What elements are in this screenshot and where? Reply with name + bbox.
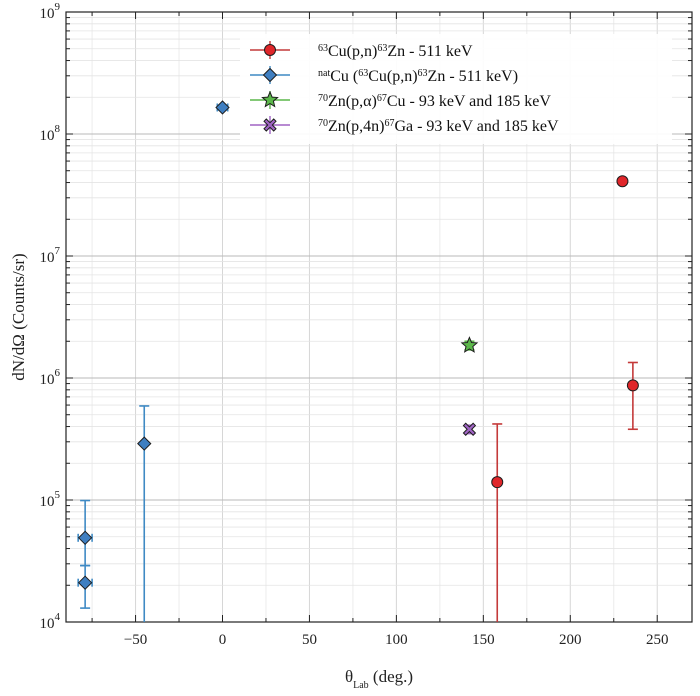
x-tick-label: −50 (124, 632, 147, 648)
legend-entry: natCu (63Cu(p,n)63Zn - 511 keV) (250, 66, 518, 85)
y-axis-title: dN/dΩ (Counts/sr) (9, 253, 28, 380)
data-point (616, 175, 629, 188)
x-tick-label: 150 (472, 632, 495, 648)
y-tick-label: 107 (40, 245, 61, 266)
marker-circle (616, 175, 629, 188)
legend-label: natCu (63Cu(p,n)63Zn - 511 keV) (318, 68, 518, 86)
legend-entry: 70Zn(p,α)67Cu - 93 keV and 185 keV (250, 90, 551, 111)
data-point (626, 361, 639, 431)
plot-frame (65, 11, 693, 623)
axis-ticks: −50 0 50 100 150 200 250 104 105 106 107 108 109 (40, 1, 692, 648)
x-axis-title-symbol: θ (345, 667, 353, 686)
x-axis-title: θLab (deg.) (345, 667, 413, 691)
data-point (77, 499, 93, 567)
x-axis-title-subscript: Lab (353, 680, 369, 691)
legend-marker-x (263, 118, 277, 132)
legend-marker-circle (264, 44, 276, 56)
y-tick-label: 106 (40, 367, 61, 388)
x-tick-label: 0 (219, 632, 227, 648)
legend-marker-diamond (262, 67, 278, 83)
marker-diamond (77, 530, 93, 546)
x-tick-label: 200 (559, 632, 582, 648)
data-point (215, 100, 230, 115)
y-tick-label: 108 (40, 123, 61, 144)
marker-diamond (215, 100, 230, 115)
y-tick-label: 109 (40, 1, 61, 22)
legend-label: 70Zn(p,α)67Cu - 93 keV and 185 keV (318, 93, 551, 111)
data-point (77, 564, 93, 609)
marker-circle (626, 379, 639, 392)
marker-circle (491, 476, 504, 489)
x-tick-label: 50 (302, 632, 317, 648)
marker-diamond (137, 436, 152, 451)
x-tick-label: 100 (385, 632, 408, 648)
data-point (462, 422, 477, 436)
x-axis-title-unit: (deg.) (369, 667, 413, 686)
y-tick-label: 105 (40, 489, 61, 510)
data-point (137, 405, 152, 622)
marker-x (462, 422, 477, 436)
legend-marker-star (261, 90, 279, 108)
x-tick-label: 250 (646, 632, 669, 648)
marker-diamond (77, 575, 93, 590)
legend-entry: 70Zn(p,4n)67Ga - 93 keV and 185 keV (250, 116, 559, 135)
legend-label: 63Cu(p,n)63Zn - 511 keV (318, 43, 473, 61)
marker-star (460, 336, 479, 353)
legend-label: 70Zn(p,4n)67Ga - 93 keV and 185 keV (318, 118, 559, 136)
data-point (491, 423, 504, 622)
y-tick-label: 104 (40, 611, 61, 632)
data-point (460, 336, 479, 353)
legend-box (240, 34, 672, 144)
legend: 63Cu(p,n)63Zn - 511 keV natCu (63Cu(p,n)6… (240, 34, 672, 144)
legend-entry: 63Cu(p,n)63Zn - 511 keV (250, 41, 473, 60)
data-points (77, 100, 639, 622)
